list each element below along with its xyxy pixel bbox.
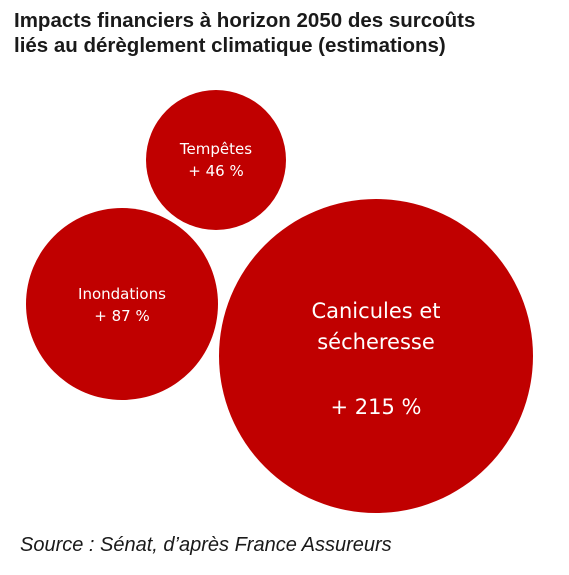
bubble-inondations-circle bbox=[26, 208, 218, 400]
chart-title-line-2: liés au dérèglement climatique (estimati… bbox=[14, 34, 446, 57]
bubble-inondations: Inondations + 87 % bbox=[26, 208, 218, 400]
bubble-canicules: Canicules et sécheresse + 215 % bbox=[219, 199, 533, 513]
chart-title-line-1: Impacts financiers à horizon 2050 des su… bbox=[14, 9, 476, 32]
bubble-tempetes-value: + 46 % bbox=[188, 162, 243, 180]
bubble-canicules-value: + 215 % bbox=[331, 395, 422, 419]
bubble-canicules-label-line-1: Canicules et bbox=[311, 299, 440, 323]
bubble-inondations-value: + 87 % bbox=[94, 307, 149, 325]
bubble-canicules-circle bbox=[219, 199, 533, 513]
chart-source: Source : Sénat, d’après France Assureurs bbox=[20, 534, 392, 556]
bubble-tempetes: Tempêtes + 46 % bbox=[146, 90, 286, 230]
bubble-canicules-label-line-2: sécheresse bbox=[317, 330, 435, 354]
bubble-tempetes-circle bbox=[146, 90, 286, 230]
bubble-tempetes-label: Tempêtes bbox=[179, 140, 252, 158]
bubble-inondations-label: Inondations bbox=[78, 285, 166, 303]
chart-title: Impacts financiers à horizon 2050 des su… bbox=[14, 8, 559, 58]
